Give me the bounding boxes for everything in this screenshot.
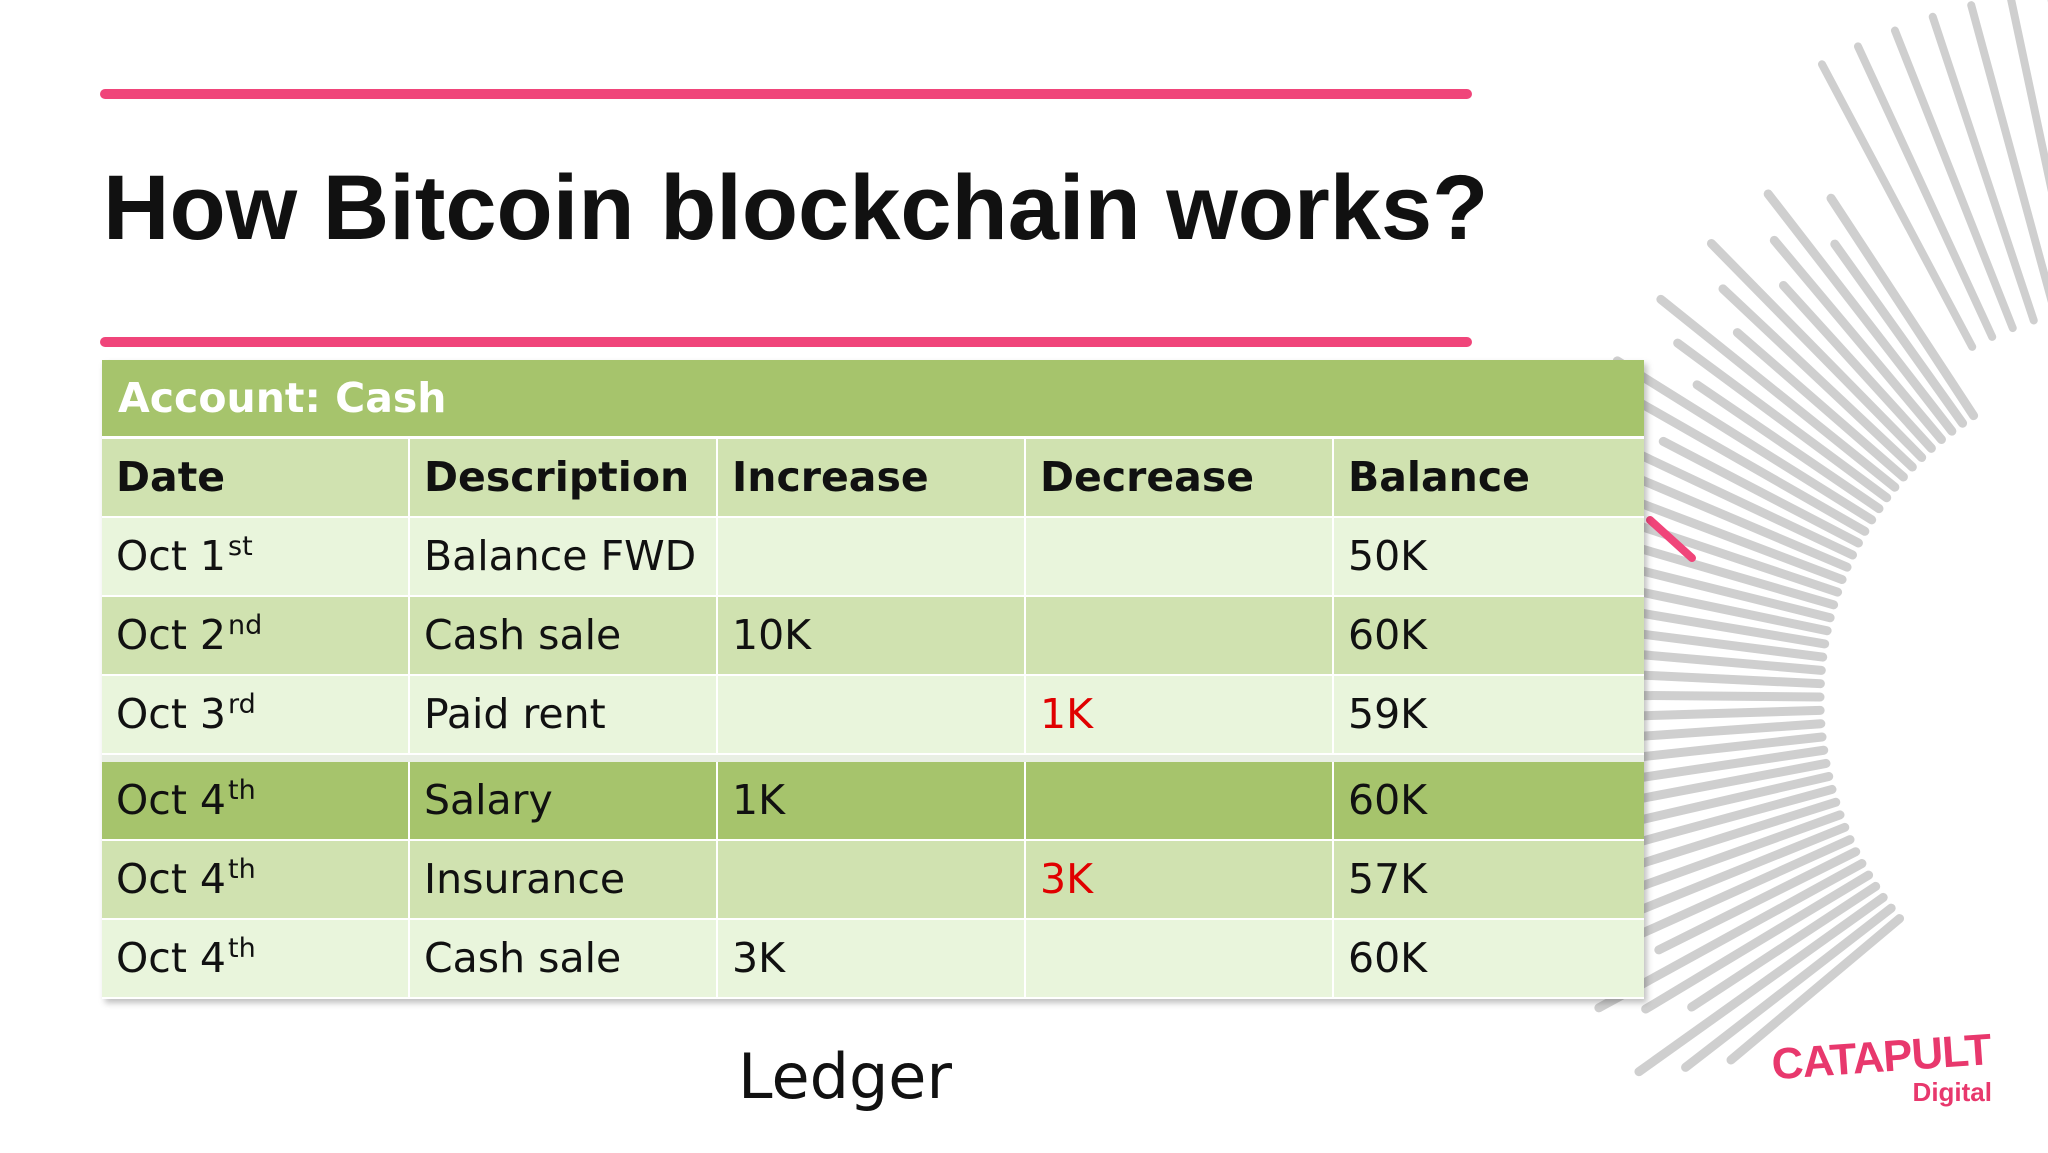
decrease-cell	[1026, 920, 1334, 997]
description-cell: Paid rent	[410, 676, 718, 753]
burst-ray	[1706, 239, 1927, 462]
burst-ray	[1778, 280, 1936, 453]
burst-accent-ray	[1646, 516, 1696, 562]
ledger-table: Account: Cash Date Description Increase …	[102, 360, 1644, 999]
burst-ray	[1612, 560, 1835, 623]
burst-ray	[2007, 0, 2048, 193]
burst-ray	[1631, 497, 1847, 585]
table-row: Oct 4th Insurance 3K 57K	[102, 841, 1644, 920]
account-title: Account: Cash	[102, 360, 1644, 439]
decrease-cell	[1026, 762, 1334, 839]
column-header-date: Date	[102, 439, 410, 516]
date-ordinal: rd	[228, 689, 256, 720]
date-cell: Oct 2nd	[102, 597, 410, 674]
logo-subwordmark: Digital	[1912, 1077, 1992, 1107]
increase-cell: 10K	[718, 597, 1026, 674]
balance-cell: 50K	[1348, 532, 1428, 580]
burst-ray	[1928, 12, 2038, 325]
decrease-cell: 3K	[1026, 841, 1334, 918]
burst-ray	[1673, 338, 1892, 503]
table-row: Oct 2nd Cash sale 10K 60K	[102, 597, 1644, 676]
burst-ray	[1853, 42, 1997, 341]
burst-ray	[1634, 892, 1888, 1077]
increase-cell: 1K	[718, 762, 1026, 839]
burst-ray	[1608, 835, 1855, 951]
date-ordinal: th	[228, 933, 256, 964]
burst-ray	[1830, 239, 1968, 428]
table-row: Oct 4th Cash sale 3K 60K	[102, 920, 1644, 999]
burst-ray	[1817, 60, 1977, 351]
description-cell: Cash sale	[410, 920, 718, 997]
burst-ray	[1641, 870, 1874, 1014]
burst-ray	[1687, 881, 1881, 1012]
burst-ray	[1769, 235, 1946, 445]
balance-cell: 60K	[1348, 611, 1428, 659]
top-accent-rule	[100, 89, 1472, 99]
description-cell: Balance FWD	[410, 518, 718, 595]
burst-ray	[1628, 810, 1845, 894]
table-row: Oct 4th Salary 1K 60K	[102, 755, 1644, 841]
date-text: Oct 4	[116, 934, 227, 982]
balance-cell: 57K	[1348, 855, 1428, 903]
table-row: Oct 3rd Paid rent 1K 59K	[102, 676, 1644, 755]
table-row: Oct 1st Balance FWD 50K	[102, 518, 1644, 597]
column-header-description: Description	[410, 439, 718, 516]
increase-cell: 3K	[718, 920, 1026, 997]
description-cell: Salary	[410, 762, 718, 839]
date-ordinal: th	[228, 775, 256, 806]
burst-ray	[1692, 380, 1884, 514]
burst-ray	[1654, 847, 1861, 955]
burst-ray	[1658, 436, 1863, 548]
burst-ray	[1826, 193, 1979, 421]
decrease-cell	[1026, 518, 1334, 595]
burst-ray	[1718, 284, 1917, 472]
balance-cell: 59K	[1348, 690, 1428, 738]
description-cell: Insurance	[410, 841, 718, 918]
balance-cell: 60K	[1348, 934, 1428, 982]
date-cell: Oct 3rd	[102, 676, 410, 753]
date-text: Oct 3	[116, 690, 227, 738]
date-text: Oct 1	[116, 532, 227, 580]
ledger-caption: Ledger	[738, 1040, 952, 1113]
catapult-digital-logo: CATAPULT Digital	[1770, 1025, 2000, 1115]
date-ordinal: st	[228, 531, 253, 562]
burst-ray	[1967, 1, 2048, 304]
column-header-decrease: Decrease	[1026, 439, 1334, 516]
burst-ray	[1763, 189, 1957, 436]
burst-ray	[1726, 914, 1905, 1065]
burst-ray	[1732, 328, 1908, 482]
description-cell: Cash sale	[410, 597, 718, 674]
bottom-accent-rule	[100, 337, 1472, 347]
burst-ray	[1634, 397, 1870, 536]
increase-cell	[718, 676, 1026, 753]
increase-cell	[718, 841, 1026, 918]
decrease-cell	[1026, 597, 1334, 674]
table-header-row: Date Description Increase Decrease Balan…	[102, 439, 1644, 518]
date-text: Oct 2	[116, 611, 227, 659]
burst-ray	[1612, 356, 1877, 525]
column-header-increase: Increase	[718, 439, 1026, 516]
column-header-balance: Balance	[1348, 453, 1530, 501]
burst-ray	[1681, 903, 1896, 1072]
page-title: How Bitcoin blockchain works?	[103, 157, 1489, 259]
date-cell: Oct 4th	[102, 920, 410, 997]
increase-cell	[718, 518, 1026, 595]
decrease-cell: 1K	[1026, 676, 1334, 753]
date-cell: Oct 4th	[102, 762, 410, 839]
balance-cell: 60K	[1348, 776, 1428, 824]
date-cell: Oct 1st	[102, 518, 410, 595]
burst-ray	[1890, 26, 2017, 333]
date-cell: Oct 4th	[102, 841, 410, 918]
burst-ray	[1603, 461, 1852, 572]
date-ordinal: th	[228, 854, 256, 885]
burst-ray	[1656, 294, 1900, 492]
burst-ray	[1609, 771, 1834, 831]
date-ordinal: nd	[228, 610, 263, 641]
date-text: Oct 4	[116, 776, 227, 824]
date-text: Oct 4	[116, 855, 227, 903]
